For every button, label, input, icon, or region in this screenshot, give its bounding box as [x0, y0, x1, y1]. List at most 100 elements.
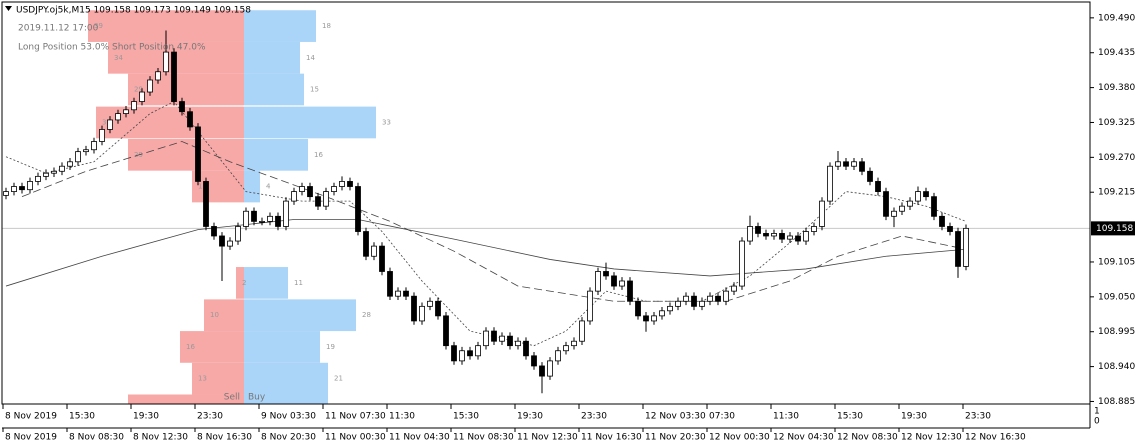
candle-body — [75, 151, 81, 163]
x-tick-label: 11 Nov 07:30 — [325, 412, 386, 422]
candle-body — [643, 315, 649, 322]
short-label: 18 — [322, 22, 331, 30]
position-text: Long Position 53.0% Short Position 47.0% — [18, 43, 206, 53]
candle-body — [923, 191, 929, 198]
x-tick-label: 9 Nov 03:30 — [261, 412, 316, 422]
short-bar — [244, 170, 260, 203]
short-label: 19 — [326, 343, 335, 351]
candle-body — [43, 172, 49, 177]
long-bar — [128, 73, 244, 106]
short-bar — [244, 394, 328, 404]
candle-body — [403, 290, 409, 297]
plot-frame — [1, 1, 1091, 405]
y-tick-label: 109.270 — [1098, 153, 1135, 163]
candle-body — [99, 129, 105, 142]
candle-body — [443, 315, 449, 347]
candle-body — [603, 271, 609, 277]
menu-icon[interactable] — [5, 6, 12, 11]
candle-body — [67, 161, 73, 167]
short-label: 11 — [294, 279, 303, 287]
x-tick-label: 07:30 — [709, 412, 735, 422]
candle-body — [347, 181, 353, 187]
long-label: 29 — [134, 86, 143, 94]
candle-body — [731, 285, 737, 292]
candle-body — [571, 340, 577, 347]
short-bar — [244, 10, 316, 42]
sub-x-tick-label: 11 Nov 08:30 — [453, 433, 514, 443]
candle-body — [955, 231, 961, 267]
candle-body — [59, 165, 65, 172]
sub-x-tick-label: 12 Nov 16:30 — [965, 433, 1026, 443]
x-tick-label: 23:30 — [197, 412, 223, 422]
candle-body — [635, 300, 641, 317]
candle-body — [507, 335, 513, 347]
candle-body — [779, 233, 785, 240]
candle-body — [195, 126, 201, 182]
candle-body — [587, 290, 593, 322]
long-label: 10 — [210, 311, 219, 319]
candle-body — [395, 290, 401, 297]
candle-body — [555, 350, 561, 362]
long-bar — [204, 299, 244, 332]
candle-body — [499, 335, 505, 342]
sub-x-tick-label: 12 Nov 08:30 — [837, 433, 898, 443]
candle-body — [699, 300, 705, 307]
candle-body — [755, 226, 761, 234]
candle-body — [275, 215, 281, 227]
candle-body — [307, 186, 313, 198]
short-bar — [244, 331, 320, 363]
x-tick-label: 19:30 — [901, 412, 927, 422]
short-bar — [244, 73, 304, 106]
candle-body — [131, 101, 137, 111]
candle-body — [387, 271, 393, 297]
candle-body — [379, 245, 385, 272]
long-bar — [128, 394, 244, 404]
candle-body — [531, 355, 537, 367]
candle-body — [691, 295, 697, 307]
candle-body — [667, 305, 673, 312]
candle-body — [579, 320, 585, 342]
x-tick-label: 15:30 — [453, 412, 479, 422]
x-tick-label: 19:30 — [133, 412, 159, 422]
sub-x-tick-label: 12 Nov 12:30 — [901, 433, 962, 443]
long-label: 34 — [114, 54, 123, 62]
candle-body — [859, 161, 865, 172]
candle-body — [187, 111, 193, 128]
candle-body — [339, 181, 345, 187]
long-bar — [192, 362, 244, 395]
candle-body — [611, 275, 617, 287]
candle-body — [323, 191, 329, 207]
candle-body — [419, 305, 425, 322]
y-tick-label: 109.490 — [1098, 13, 1135, 23]
y-tick-label: 109.050 — [1098, 292, 1135, 302]
candle-body — [843, 161, 849, 167]
candle-body — [835, 161, 841, 167]
candle-body — [355, 186, 361, 232]
current-price-label: 109.158 — [1096, 224, 1133, 234]
long-label: 13 — [198, 375, 207, 383]
y-tick-label: 109.325 — [1098, 118, 1135, 128]
long-label: 37 — [102, 118, 111, 126]
candle-body — [707, 295, 713, 302]
candle-body — [475, 345, 481, 357]
long-bar — [96, 106, 244, 139]
candle-body — [83, 149, 89, 153]
candle-body — [787, 235, 793, 240]
x-tick-label: 19:30 — [517, 412, 543, 422]
candle-body — [483, 330, 489, 347]
sub-x-tick-label: 12 Nov 04:30 — [773, 433, 834, 443]
candle-body — [899, 205, 905, 212]
chart-subtitle: 2019.11.12 17:00 — [18, 24, 99, 34]
candle-body — [139, 91, 145, 102]
candle-body — [675, 300, 681, 307]
y-tick-label: 109.105 — [1098, 257, 1135, 267]
y-tick-label: 108.995 — [1098, 327, 1135, 337]
candle-body — [3, 191, 9, 196]
candle-body — [723, 290, 729, 302]
candle-body — [915, 191, 921, 202]
candle-body — [819, 200, 825, 227]
x-tick-label: 12 Nov 03:30 — [645, 412, 706, 422]
candle-body — [763, 233, 769, 237]
candle-body — [939, 215, 945, 227]
